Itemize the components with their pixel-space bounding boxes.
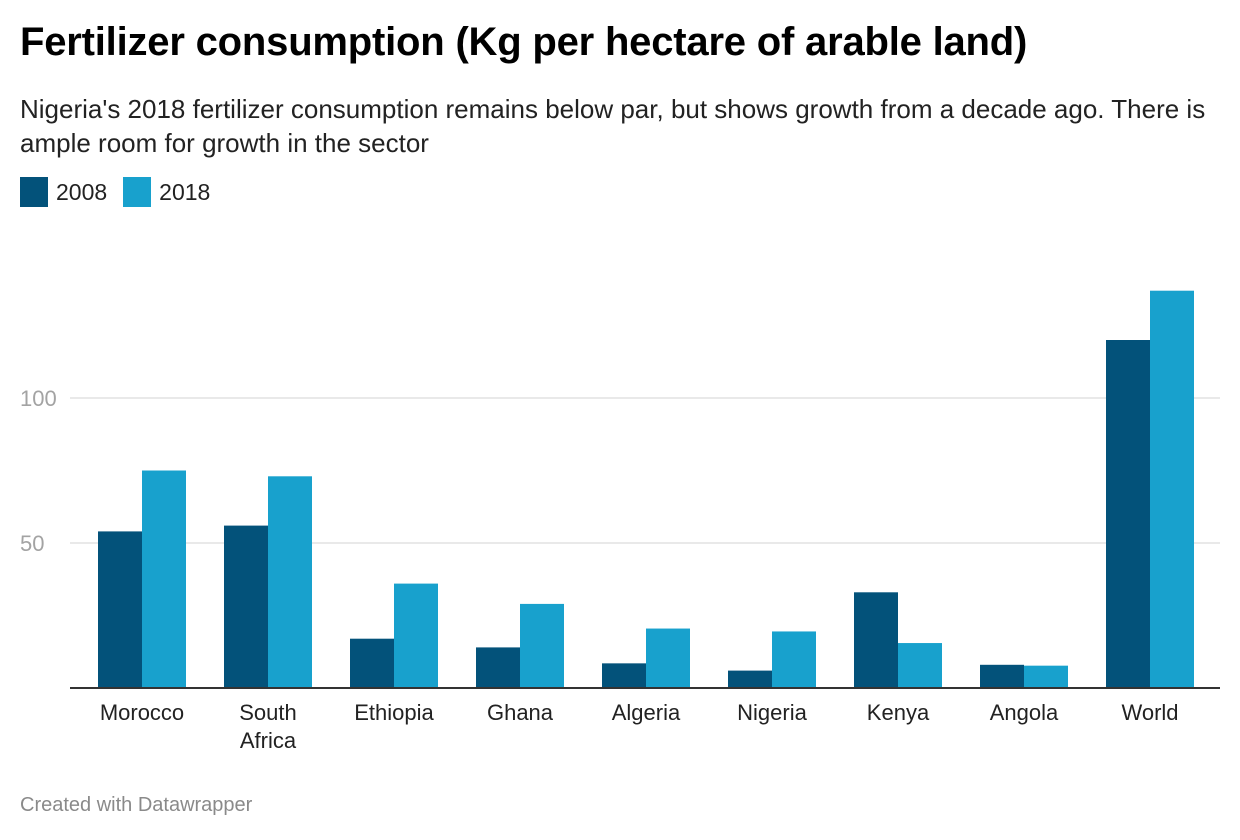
bar-2008-2 [350, 638, 394, 688]
bar-2018-8 [1150, 290, 1194, 688]
bar-2008-0 [98, 531, 142, 688]
chart-title: Fertilizer consumption (Kg per hectare o… [20, 20, 1028, 64]
bar-2018-2 [394, 583, 438, 688]
x-tick-label: Morocco [100, 700, 184, 725]
chart-subtitle: Nigeria's 2018 fertilizer consumption re… [20, 94, 1206, 158]
x-tick-label: Angola [990, 700, 1059, 725]
bar-2008-5 [728, 670, 772, 688]
bar-2018-6 [898, 643, 942, 688]
x-tick-label: World [1121, 700, 1178, 725]
credit-footer: Created with Datawrapper [20, 794, 253, 816]
legend-item-2008: 2008 [20, 177, 107, 207]
bar-2018-5 [772, 631, 816, 688]
bar-2008-8 [1106, 340, 1150, 688]
y-tick-label: 100 [20, 386, 57, 411]
legend-label-2008: 2008 [56, 178, 108, 205]
y-tick-label: 50 [20, 531, 44, 556]
bar-2008-7 [980, 664, 1024, 688]
bar-2008-1 [224, 525, 268, 688]
x-tick-label: Africa [240, 728, 297, 753]
legend-label-2018: 2018 [159, 178, 211, 205]
bar-2018-7 [1024, 665, 1068, 688]
legend: 2008 2018 [20, 177, 226, 207]
x-tick-label: South [239, 700, 297, 725]
x-tick-label: Ethiopia [354, 700, 434, 725]
x-tick-label: Algeria [612, 700, 681, 725]
legend-swatch-2018 [123, 177, 152, 207]
bar-2018-3 [520, 603, 564, 688]
bar-2018-0 [142, 470, 186, 688]
bar-2008-6 [854, 592, 898, 688]
x-tick-label: Nigeria [737, 700, 807, 725]
legend-swatch-2008 [20, 177, 48, 207]
legend-item-2018: 2018 [123, 177, 210, 207]
bar-2018-4 [646, 628, 690, 688]
bar-2008-4 [602, 663, 646, 688]
bar-2008-3 [476, 647, 520, 688]
x-tick-label: Kenya [867, 700, 930, 725]
bar-2018-1 [268, 476, 312, 688]
x-tick-label: Ghana [487, 700, 554, 725]
